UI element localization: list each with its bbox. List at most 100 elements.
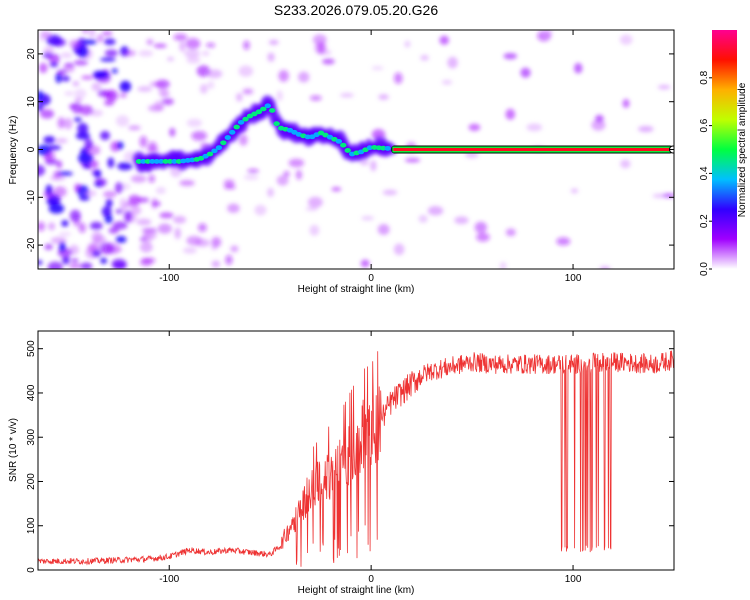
- spectrogram-cell: [121, 49, 136, 57]
- spectrogram-cell: [267, 52, 275, 62]
- spectrogram-ytick-label: -10: [26, 190, 37, 205]
- spectrogram-cell: [393, 243, 405, 256]
- spectrogram-cell: [267, 187, 274, 198]
- spectrogram-cell: [38, 221, 46, 232]
- spectrogram-cell: [570, 188, 579, 194]
- spectrogram-cell: [427, 205, 444, 216]
- spectrogram-cell: [243, 174, 259, 180]
- spectrogram-cell: [198, 223, 207, 232]
- spectrogram-cell: [418, 214, 428, 223]
- spectrogram-cell: [305, 206, 319, 211]
- spectrogram-cell: [96, 34, 104, 43]
- ridge-core: [255, 109, 263, 115]
- spectrogram-cell: [38, 90, 44, 101]
- snr-ytick-label: 0: [26, 567, 37, 573]
- spectrogram-cell: [179, 179, 195, 187]
- spectrogram-cell: [622, 98, 630, 109]
- spectrogram-cell: [82, 190, 97, 197]
- spectrogram-cell: [595, 114, 604, 123]
- spectrogram-cell: [441, 79, 453, 85]
- snr-xtick-label: -100: [159, 574, 179, 585]
- ridge-core: [220, 140, 227, 146]
- spectrogram-cell: [92, 249, 101, 258]
- colorbar-tick-label: 0.0: [699, 262, 710, 276]
- spectrogram-cell: [61, 220, 69, 227]
- colorbar-tick-label: 0.8: [699, 70, 710, 84]
- ridge-core: [340, 142, 347, 148]
- ridge-core: [335, 138, 343, 144]
- spectrogram-cell: [146, 38, 154, 46]
- spectrogram-cell: [49, 62, 59, 68]
- spectrogram-cell: [295, 169, 303, 180]
- spectrogram-cell: [54, 138, 68, 144]
- ridge-core: [269, 108, 276, 113]
- ridge-core: [264, 103, 271, 109]
- spectrogram-cell: [128, 125, 141, 131]
- spectrogram-xtick-label: 100: [565, 273, 582, 284]
- snr-ytick-label: 100: [26, 517, 37, 534]
- ridge-core: [153, 159, 160, 164]
- spectrogram-cell: [38, 164, 46, 177]
- spectrogram-cell: [99, 242, 115, 255]
- spectrogram-cell: [89, 221, 103, 230]
- spectrogram-cell: [104, 49, 118, 57]
- spectrogram-cell: [70, 258, 79, 263]
- spectrogram-cell: [393, 72, 403, 84]
- spectrogram-cell: [227, 203, 240, 213]
- ridge-core: [229, 129, 236, 135]
- spectrogram-cell: [107, 157, 115, 169]
- spectrogram-cell: [186, 118, 203, 128]
- spectrogram-cell: [254, 204, 267, 216]
- spectrogram-xtick-label: -100: [159, 273, 179, 284]
- spectrogram-cell: [111, 68, 118, 74]
- spectrogram-cell: [94, 178, 107, 187]
- ridge-core: [215, 145, 223, 151]
- spectrogram-cell: [307, 196, 323, 208]
- spectrogram-ytick-label: -20: [26, 237, 37, 252]
- spectrogram-cell: [112, 221, 128, 230]
- spectrogram-cell: [657, 84, 671, 90]
- spectrogram-cell: [73, 117, 82, 122]
- ridge-core: [206, 151, 214, 157]
- spectrogram-cell: [230, 245, 239, 253]
- spectrogram-cell: [331, 187, 342, 192]
- spectrogram-cell: [503, 52, 518, 60]
- spectrogram-cell: [117, 162, 133, 171]
- snr-xlabel: Height of straight line (km): [298, 585, 415, 596]
- spectrogram-cell: [599, 266, 611, 269]
- spectrogram-cell: [312, 34, 327, 45]
- spectrogram-xtick-label: 0: [368, 273, 374, 284]
- spectrogram-cell: [79, 195, 90, 201]
- spectrogram-cell: [298, 71, 310, 83]
- spectrogram-cell: [43, 46, 55, 54]
- spectrogram-cell: [81, 75, 94, 80]
- spectrogram-cell: [63, 117, 73, 130]
- spectrogram-cell: [404, 157, 421, 163]
- spectrogram-cell: [57, 117, 65, 129]
- snr-axes: -100 0 100 0 100 200 300 400 500: [26, 331, 674, 585]
- spectrogram-cell: [223, 179, 235, 188]
- spectrogram-cell: [119, 80, 132, 92]
- spectrogram-cell: [39, 109, 55, 119]
- spectrogram-cell: [91, 231, 103, 243]
- spectrogram-cell: [69, 39, 81, 49]
- spectrogram-cell: [194, 238, 210, 247]
- spectrogram-cell: [526, 123, 543, 132]
- spectrogram-cell: [223, 185, 236, 190]
- ridge-core: [242, 116, 249, 122]
- spectrogram-cell: [57, 69, 67, 76]
- snr-ytick-label: 500: [26, 340, 37, 357]
- spectrogram-cell: [505, 108, 516, 120]
- spectrogram-cell: [92, 70, 106, 79]
- spectrogram-cell: [211, 260, 221, 268]
- spectrogram-cell: [556, 237, 571, 246]
- spectrogram-ylabel: Frequency (Hz): [8, 116, 19, 185]
- spectrogram-cell: [110, 141, 120, 152]
- spectrogram-ridge: [132, 95, 674, 173]
- spectrogram-cell: [378, 94, 389, 100]
- spectrogram-cell: [80, 262, 93, 269]
- spectrogram-cell: [638, 125, 654, 133]
- spectrogram-cell: [105, 89, 118, 102]
- ridge-core: [140, 159, 147, 164]
- spectrogram-cell: [186, 56, 201, 64]
